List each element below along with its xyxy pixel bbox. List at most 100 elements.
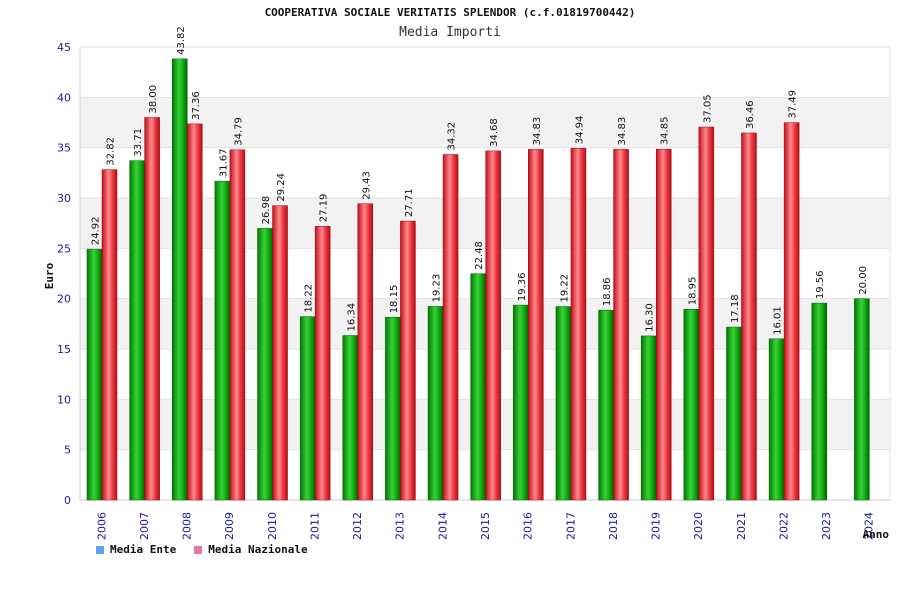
bar-value-label: 24.92 (91, 216, 102, 245)
y-tick-label: 10 (57, 393, 71, 406)
y-tick-label: 20 (57, 293, 71, 306)
y-tick-label: 25 (57, 242, 71, 255)
legend-item-media-nazionale: Media Nazionale (194, 543, 308, 556)
bar-media-nazionale (698, 126, 715, 501)
bar-value-label: 16.01 (773, 306, 784, 335)
bar-media-ente (86, 248, 103, 501)
x-tick-label: 2008 (181, 512, 194, 540)
x-tick-label: 2013 (394, 512, 407, 540)
bar-media-ente (683, 308, 700, 501)
x-tick-label: 2017 (564, 512, 577, 540)
bar-media-ente (299, 316, 316, 501)
bar-value-label: 38.00 (148, 85, 159, 114)
bar-value-label: 32.82 (106, 137, 117, 166)
legend-swatch (96, 545, 104, 554)
bar-media-ente (470, 273, 486, 501)
y-tick-label: 5 (64, 444, 71, 457)
x-tick-label: 2020 (692, 512, 705, 540)
bar-media-ente (640, 335, 657, 501)
bar-media-nazionale (741, 132, 757, 501)
y-axis-label: Euro (43, 262, 56, 289)
bar-media-nazionale (485, 150, 501, 501)
bar-media-nazionale (144, 117, 160, 501)
bar-media-nazionale (570, 148, 587, 501)
bar-value-label: 31.67 (218, 149, 229, 178)
x-tick-label: 2019 (650, 512, 663, 540)
bar-media-ente (342, 335, 359, 501)
bar-value-label: 43.82 (176, 26, 187, 55)
x-tick-label: 2006 (95, 512, 108, 540)
legend: Media Ente Media Nazionale (96, 543, 308, 556)
bar-media-nazionale (528, 149, 544, 501)
bar-value-label: 37.49 (788, 90, 799, 119)
bar-media-nazionale (357, 203, 374, 501)
y-tick-label: 45 (57, 41, 71, 54)
bar-media-nazionale (314, 226, 331, 501)
bar-media-ente (768, 338, 785, 501)
x-tick-label: 2014 (436, 512, 449, 540)
y-axis-ticks: 0 5 10 15 20 25 30 35 40 45 (57, 41, 71, 507)
bar-value-label: 27.19 (319, 194, 330, 223)
bar-media-ente (172, 58, 188, 501)
y-tick-label: 30 (57, 192, 71, 205)
bar-media-ente (811, 302, 827, 501)
x-tick-label: 2023 (820, 512, 833, 540)
x-tick-label: 2012 (351, 512, 364, 540)
bar-media-nazionale (655, 148, 672, 501)
bar-value-label: 19.36 (517, 272, 528, 301)
bar-media-ente (555, 306, 572, 501)
bar-media-ente (726, 326, 742, 501)
bar-value-label: 29.43 (361, 171, 372, 200)
bar-media-ente (513, 304, 529, 501)
bars (86, 58, 870, 501)
bar-media-ente (854, 298, 870, 501)
legend-swatch (194, 545, 203, 554)
x-tick-label: 2024 (863, 512, 876, 540)
y-tick-label: 40 (57, 91, 71, 104)
bar-value-label: 34.79 (233, 117, 244, 146)
legend-item-media-ente: Media Ente (96, 543, 176, 556)
bar-value-label: 34.32 (447, 122, 458, 151)
bar-value-label: 37.36 (191, 91, 202, 120)
y-tick-label: 0 (64, 494, 71, 507)
bar-media-nazionale (272, 205, 288, 501)
bar-value-label: 29.24 (276, 173, 287, 202)
x-tick-label: 2022 (777, 512, 790, 540)
bar-value-label: 17.18 (730, 294, 741, 323)
bar-value-label: 34.85 (660, 117, 671, 146)
bar-value-label: 20.00 (858, 266, 869, 295)
x-tick-label: 2015 (479, 512, 492, 540)
x-tick-label: 2018 (607, 512, 620, 540)
bar-value-label: 33.71 (133, 128, 144, 157)
bar-value-label: 34.83 (617, 117, 628, 146)
bar-value-label: 19.22 (559, 274, 570, 303)
bar-value-label: 16.34 (346, 303, 357, 332)
x-tick-label: 2010 (266, 512, 279, 540)
bar-media-ente (257, 228, 273, 501)
bar-media-ente (129, 160, 145, 501)
bar-value-label: 16.30 (645, 303, 656, 332)
bar-value-label: 26.98 (261, 196, 272, 225)
bar-media-ente (598, 309, 614, 501)
bar-value-label: 36.46 (745, 100, 756, 129)
bar-value-label: 19.56 (815, 270, 826, 299)
x-tick-label: 2007 (138, 512, 151, 540)
y-tick-label: 15 (57, 343, 71, 356)
chart-subtitle: Media Importi (399, 25, 501, 40)
bar-media-nazionale (783, 122, 800, 501)
x-tick-label: 2016 (522, 512, 535, 540)
bar-value-label: 34.68 (489, 118, 500, 147)
bar-media-nazionale (442, 154, 459, 501)
bar-value-label: 19.23 (432, 274, 443, 303)
bar-value-label: 27.71 (404, 188, 415, 217)
bar-labels: 24.92 32.82 33.71 38.00 43.82 37.36 31.67 34.79… (91, 26, 869, 335)
bar-media-nazionale (400, 220, 416, 501)
bar-media-ente (385, 317, 401, 501)
bar-media-nazionale (101, 169, 118, 501)
legend-label: Media Ente (110, 543, 177, 556)
bar-value-label: 34.94 (574, 116, 585, 145)
bar-media-nazionale (187, 123, 203, 501)
bar-media-nazionale (613, 149, 629, 501)
chart-title: COOPERATIVA SOCIALE VERITATIS SPLENDOR (… (264, 6, 636, 19)
